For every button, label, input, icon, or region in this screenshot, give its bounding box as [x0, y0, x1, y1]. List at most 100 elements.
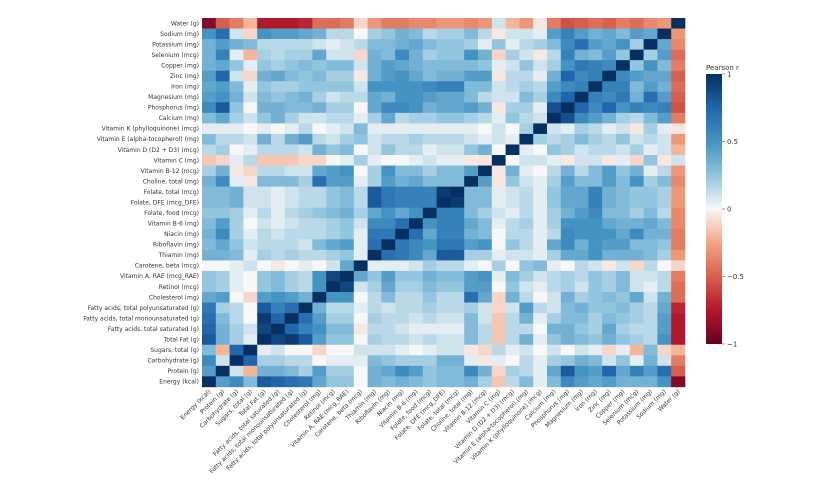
heatmap-cell	[629, 176, 644, 187]
heatmap-cell	[381, 112, 396, 124]
heatmap-cell	[312, 144, 327, 156]
heatmap-cell	[616, 165, 631, 177]
heatmap-cell	[215, 123, 230, 135]
heatmap-cell	[643, 365, 658, 377]
heatmap-cell	[657, 207, 672, 219]
heatmap-cell	[478, 270, 493, 282]
heatmap-cell	[257, 207, 272, 219]
heatmap-cell	[367, 91, 382, 103]
heatmap-cell	[271, 302, 286, 314]
heatmap-cell	[243, 355, 258, 367]
heatmap-cell	[381, 155, 396, 166]
heatmap-cell	[560, 165, 575, 177]
heatmap-cell	[326, 218, 341, 230]
heatmap-cell	[409, 39, 424, 50]
heatmap-cell	[574, 218, 589, 230]
row-label: Selenium (mcg)	[151, 52, 199, 59]
heatmap-cell	[271, 49, 286, 61]
heatmap-cell	[215, 60, 230, 71]
heatmap-cell	[450, 281, 465, 293]
heatmap-cell	[202, 18, 217, 29]
heatmap-cell	[409, 28, 424, 40]
heatmap-cell	[326, 155, 341, 166]
heatmap-cell	[671, 176, 686, 187]
heatmap-cell	[491, 102, 506, 114]
heatmap-cell	[353, 334, 368, 346]
heatmap-cell	[215, 344, 230, 356]
heatmap-cell	[657, 155, 672, 166]
heatmap-cell	[560, 133, 575, 145]
heatmap-cell	[519, 186, 534, 198]
heatmap-cell	[519, 39, 534, 50]
heatmap-cell	[643, 49, 658, 61]
heatmap-cell	[671, 270, 686, 282]
heatmap-cell	[505, 91, 520, 103]
heatmap-cell	[367, 365, 382, 377]
heatmap-cell	[588, 365, 603, 377]
heatmap-cell	[629, 355, 644, 367]
heatmap-cell	[464, 186, 479, 198]
heatmap-cell	[436, 249, 451, 261]
heatmap-cell	[298, 249, 313, 261]
heatmap-cell	[326, 186, 341, 198]
heatmap-cell	[243, 323, 258, 335]
heatmap-cell	[353, 281, 368, 293]
heatmap-cell	[602, 102, 617, 114]
heatmap-cell	[588, 344, 603, 356]
heatmap-cell	[436, 70, 451, 82]
heatmap-cell	[243, 292, 258, 303]
heatmap-cell	[243, 207, 258, 219]
heatmap-cell	[436, 323, 451, 335]
heatmap-cell	[464, 313, 479, 324]
heatmap-cell	[298, 155, 313, 166]
heatmap-cell	[340, 49, 355, 61]
heatmap-cell	[257, 281, 272, 293]
heatmap-cell	[547, 239, 562, 251]
heatmap-cell	[202, 49, 217, 61]
heatmap-cell	[588, 281, 603, 293]
heatmap-cell	[271, 112, 286, 124]
heatmap-cell	[629, 270, 644, 282]
heatmap-cell	[271, 270, 286, 282]
heatmap-cell	[643, 28, 658, 40]
heatmap-cell	[629, 313, 644, 324]
heatmap-cell	[367, 81, 382, 93]
heatmap-cell	[381, 133, 396, 145]
heatmap-cell	[436, 281, 451, 293]
heatmap-cell	[643, 144, 658, 156]
heatmap-cell	[395, 218, 410, 230]
heatmap-cell	[340, 281, 355, 293]
heatmap-cell	[353, 218, 368, 230]
heatmap-cell	[367, 28, 382, 40]
heatmap-cell	[436, 176, 451, 187]
heatmap-cell	[602, 123, 617, 135]
heatmap-cell	[395, 186, 410, 198]
heatmap-cell	[464, 112, 479, 124]
heatmap-cell	[284, 49, 299, 61]
heatmap-cell	[643, 123, 658, 135]
heatmap-cell	[326, 344, 341, 356]
heatmap-cell	[422, 39, 437, 50]
heatmap-cell	[436, 365, 451, 377]
heatmap-cell	[409, 165, 424, 177]
heatmap-cell	[643, 249, 658, 261]
heatmap-cell	[202, 334, 217, 346]
heatmap-cell	[381, 91, 396, 103]
heatmap-cell	[436, 239, 451, 251]
heatmap-cell	[422, 270, 437, 282]
heatmap-cell	[574, 112, 589, 124]
heatmap-cell	[271, 186, 286, 198]
heatmap-cell	[478, 165, 493, 177]
heatmap-cell	[395, 197, 410, 209]
heatmap-cell	[381, 70, 396, 82]
heatmap-cell	[326, 260, 341, 272]
heatmap-cell	[602, 133, 617, 145]
heatmap-cell	[367, 144, 382, 156]
heatmap-cell	[464, 144, 479, 156]
heatmap-cell	[657, 365, 672, 377]
heatmap-cell	[284, 176, 299, 187]
heatmap-cell	[243, 270, 258, 282]
heatmap-cell	[491, 376, 506, 388]
heatmap-cell	[243, 144, 258, 156]
heatmap-cell	[257, 165, 272, 177]
